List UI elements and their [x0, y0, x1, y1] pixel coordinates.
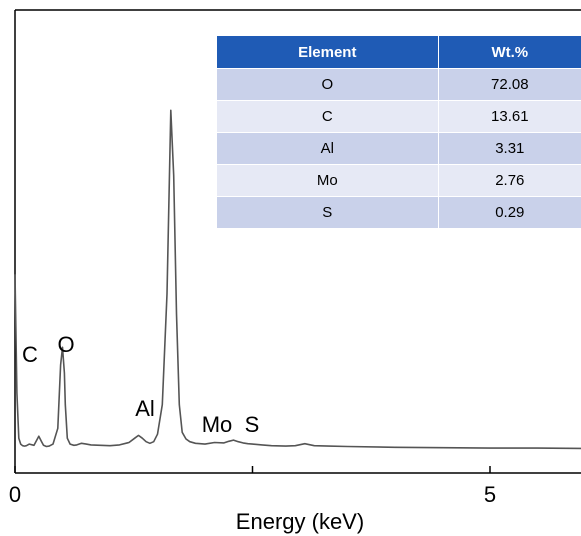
wt-percent-cell: 3.31 [438, 132, 581, 165]
table-row: Al 3.31 [217, 132, 581, 165]
table-row: Mo 2.76 [217, 164, 581, 197]
element-cell: S [217, 196, 439, 228]
x-tick-label: 5 [484, 482, 496, 507]
element-composition-table: Element Wt.% O 72.08 C 13.61 Al 3.31 Mo … [217, 36, 581, 228]
element-cell: Mo [217, 164, 439, 197]
peak-label-mo: Mo [202, 412, 233, 437]
element-cell: O [217, 68, 439, 101]
x-axis-title: Energy (keV) [236, 509, 364, 534]
spectrum-line [14, 109, 581, 450]
peak-label-o: O [57, 332, 74, 357]
peak-label-al: Al [135, 396, 155, 421]
table-row: O 72.08 [217, 68, 581, 101]
wt-percent-cell: 13.61 [438, 100, 581, 133]
wt-percent-cell: 0.29 [438, 196, 581, 228]
peak-labels: C O Al Mo S [22, 332, 259, 437]
peak-label-c: C [22, 342, 38, 367]
wt-percent-cell: 72.08 [438, 68, 581, 101]
table-row: C 13.61 [217, 100, 581, 133]
table-header-row: Element Wt.% [217, 36, 581, 69]
table-row: S 0.29 [217, 196, 581, 228]
wt-percent-cell: 2.76 [438, 164, 581, 197]
peak-label-s: S [245, 412, 260, 437]
column-header-element: Element [217, 36, 439, 69]
column-header-wt-percent: Wt.% [438, 36, 581, 69]
x-tick-label: 0 [9, 482, 21, 507]
element-cell: Al [217, 132, 439, 165]
element-cell: C [217, 100, 439, 133]
